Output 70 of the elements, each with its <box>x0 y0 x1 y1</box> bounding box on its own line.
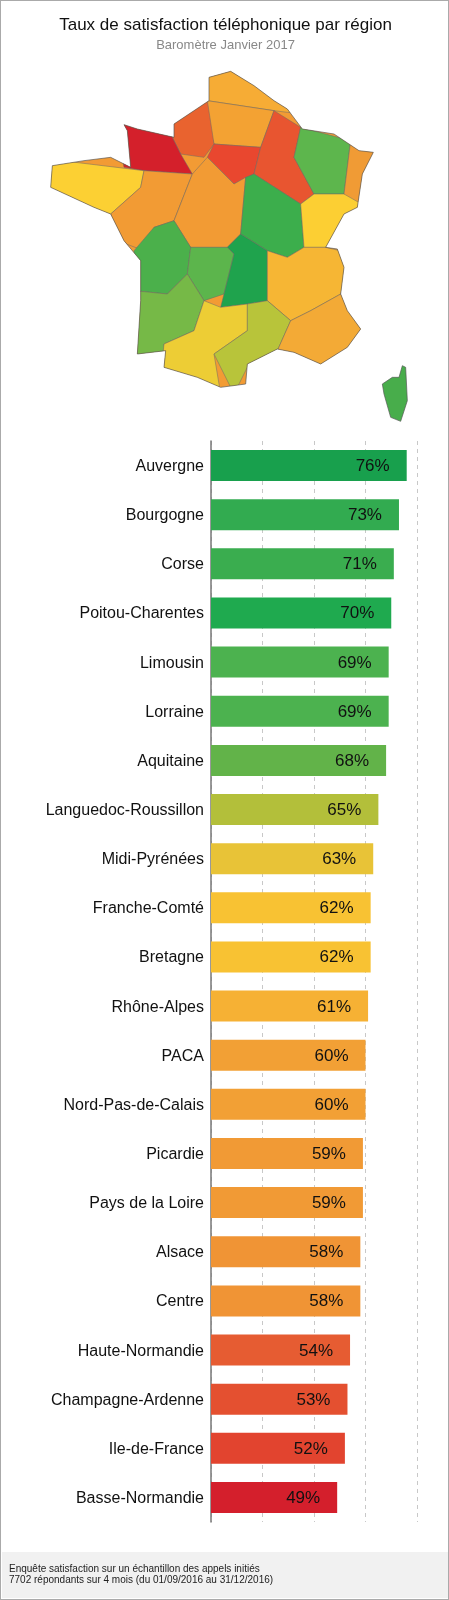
y-tick-label: Picardie <box>146 1144 205 1162</box>
bar <box>211 794 379 826</box>
y-tick-label: Lorraine <box>145 702 205 720</box>
y-tick-label: Alsace <box>155 1243 205 1261</box>
bar <box>211 450 407 482</box>
data-label: 69% <box>337 652 372 672</box>
data-label: 59% <box>311 1143 346 1163</box>
data-label: 59% <box>311 1193 346 1213</box>
y-tick-label: Corse <box>161 555 205 573</box>
bar <box>211 892 371 924</box>
data-label: 61% <box>317 996 352 1016</box>
y-tick-label: Centre <box>155 1292 205 1310</box>
bar <box>211 1383 348 1415</box>
data-label: 52% <box>293 1438 328 1458</box>
data-label: 62% <box>319 947 354 967</box>
bar <box>211 597 392 629</box>
y-tick-label: Poitou-Charentes <box>79 604 204 622</box>
y-tick-label: Pays de la Loire <box>89 1194 205 1212</box>
bar <box>211 1334 351 1366</box>
y-tick-label: Rhône-Alpes <box>111 997 204 1015</box>
y-tick-label: PACA <box>161 1046 205 1064</box>
bar <box>211 1285 361 1317</box>
bar <box>211 843 374 875</box>
text: Enquête satisfaction sur un échantillon des appels initiés <box>9 1563 260 1574</box>
bar <box>211 548 394 580</box>
bar <box>211 1187 363 1219</box>
y-tick-label: Auvergne <box>135 457 205 475</box>
text: 7702 répondants sur 4 mois (du 01/09/2016 au 31/12/2016) <box>9 1574 274 1585</box>
bar <box>211 1088 366 1120</box>
data-label: 49% <box>286 1487 321 1507</box>
bar <box>211 1481 338 1513</box>
y-tick-label: Bourgogne <box>125 506 205 524</box>
data-label: 76% <box>355 456 390 476</box>
bar <box>211 941 371 973</box>
y-tick-label: Haute-Normandie <box>77 1341 205 1359</box>
bar <box>211 1236 361 1268</box>
chart-subtitle: Baromètre Janvier 2017 <box>156 37 295 52</box>
y-tick-label: Nord-Pas-de-Calais <box>63 1095 204 1113</box>
bar <box>211 744 387 776</box>
bar <box>211 499 399 531</box>
y-tick-label: Aquitaine <box>137 751 205 769</box>
bar <box>211 695 389 727</box>
data-label: 71% <box>342 554 377 574</box>
data-label: 58% <box>309 1242 344 1262</box>
y-tick-label: Basse-Normandie <box>75 1488 205 1506</box>
bar <box>211 990 369 1022</box>
data-label: 60% <box>314 1045 349 1065</box>
data-label: 68% <box>335 750 370 770</box>
data-label: 58% <box>309 1291 344 1311</box>
bar <box>211 1137 363 1169</box>
data-label: 63% <box>322 849 357 869</box>
y-tick-label: Languedoc-Roussillon <box>45 801 204 819</box>
y-tick-label: Champagne-Ardenne <box>51 1390 205 1408</box>
bar <box>211 1432 345 1464</box>
data-label: 70% <box>340 603 375 623</box>
data-label: 62% <box>319 898 354 918</box>
bar <box>211 646 389 678</box>
y-tick-label: Ile-de-France <box>108 1439 205 1457</box>
y-tick-label: Midi-Pyrénées <box>101 850 204 868</box>
y-tick-label: Limousin <box>139 653 204 671</box>
data-label: 65% <box>327 800 362 820</box>
data-label: 53% <box>296 1389 331 1409</box>
data-label: 54% <box>299 1340 334 1360</box>
data-label: 60% <box>314 1094 349 1114</box>
bar <box>211 1039 366 1071</box>
data-label: 73% <box>347 505 382 525</box>
y-tick-label: Franche-Comté <box>92 899 205 917</box>
y-tick-label: Bretagne <box>139 948 205 966</box>
data-label: 69% <box>337 701 372 721</box>
chart-title: Taux de satisfaction téléphonique par région <box>59 15 392 34</box>
